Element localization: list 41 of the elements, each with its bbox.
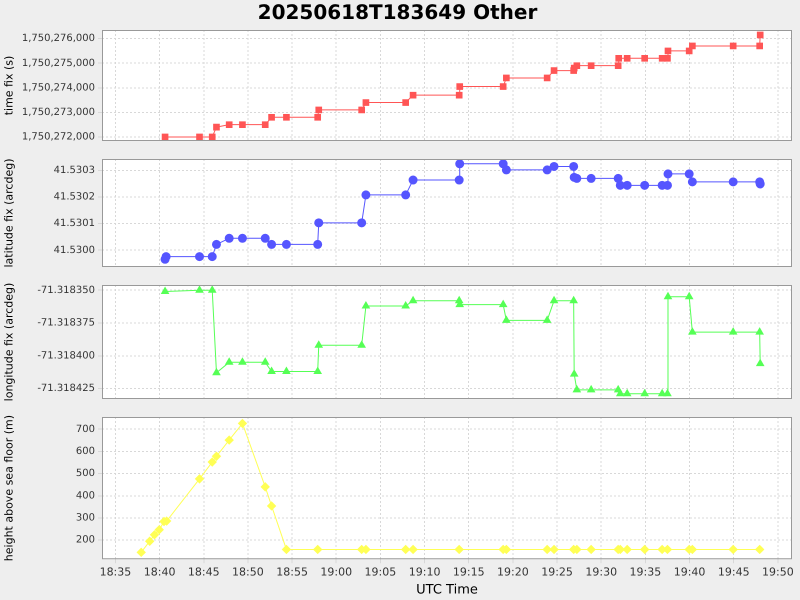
x-tick-label: 19:25: [541, 566, 573, 579]
y-tick-label: -71.318400: [37, 350, 95, 362]
y-tick-label: 1,750,272,000: [22, 132, 95, 143]
y-tick-label: 1,750,276,000: [22, 33, 95, 44]
y-tick-label: -71.318425: [37, 383, 95, 394]
y-tick-label: 200: [76, 534, 95, 546]
x-tick-label: 19:15: [452, 566, 485, 579]
y-tick-label: 41.5303: [54, 165, 95, 176]
x-tick-label: 19:50: [762, 566, 794, 579]
y-axis-title: longitude fix (arcdeg): [2, 282, 16, 402]
x-tick-label: 18:55: [276, 566, 308, 579]
x-tick-label: 19:45: [718, 566, 750, 579]
y-tick-label: 1,750,273,000: [22, 106, 95, 118]
y-tick-label: 400: [76, 490, 95, 502]
y-tick-label: 1,750,275,000: [22, 58, 95, 69]
y-tick-label: 41.5302: [54, 192, 95, 203]
chart-title: 20250618T183649 Other: [258, 0, 538, 24]
x-tick-label: 19:20: [497, 566, 529, 579]
y-tick-label: 1,750,274,000: [22, 82, 95, 94]
y-tick-label: 300: [76, 512, 95, 524]
x-axis-title: UTC Time: [416, 582, 478, 598]
x-tick-label: 19:00: [320, 566, 352, 579]
x-tick-label: 18:50: [232, 566, 264, 579]
y-axis-title: latitude fix (arcdeg): [2, 158, 16, 268]
y-tick-label: 41.5301: [54, 218, 95, 230]
x-tick-label: 18:40: [144, 566, 176, 579]
y-tick-label: 600: [76, 446, 95, 457]
y-tick-label: 41.5300: [54, 244, 95, 256]
x-tick-label: 18:45: [188, 566, 220, 579]
y-tick-label: 700: [76, 424, 95, 435]
x-tick-label: 19:35: [630, 566, 662, 579]
y-axis-title: height above sea floor (m): [2, 414, 16, 562]
y-axis-title: time fix (s): [2, 56, 16, 116]
y-tick-label: -71.318350: [37, 284, 95, 296]
y-tick-label: 500: [76, 468, 95, 480]
x-tick-label: 19:10: [408, 566, 440, 579]
y-tick-label: -71.318375: [37, 318, 95, 329]
x-tick-label: 19:30: [585, 566, 618, 579]
x-tick-label: 18:35: [100, 566, 132, 579]
x-tick-label: 19:05: [364, 566, 396, 579]
x-tick-label: 19:40: [674, 566, 706, 579]
